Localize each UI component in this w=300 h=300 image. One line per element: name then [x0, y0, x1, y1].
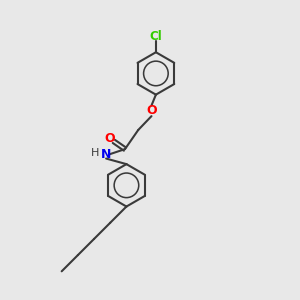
- Text: H: H: [91, 148, 100, 158]
- Text: O: O: [104, 132, 115, 145]
- Text: N: N: [101, 148, 111, 161]
- Text: Cl: Cl: [149, 30, 162, 44]
- Text: O: O: [146, 104, 157, 117]
